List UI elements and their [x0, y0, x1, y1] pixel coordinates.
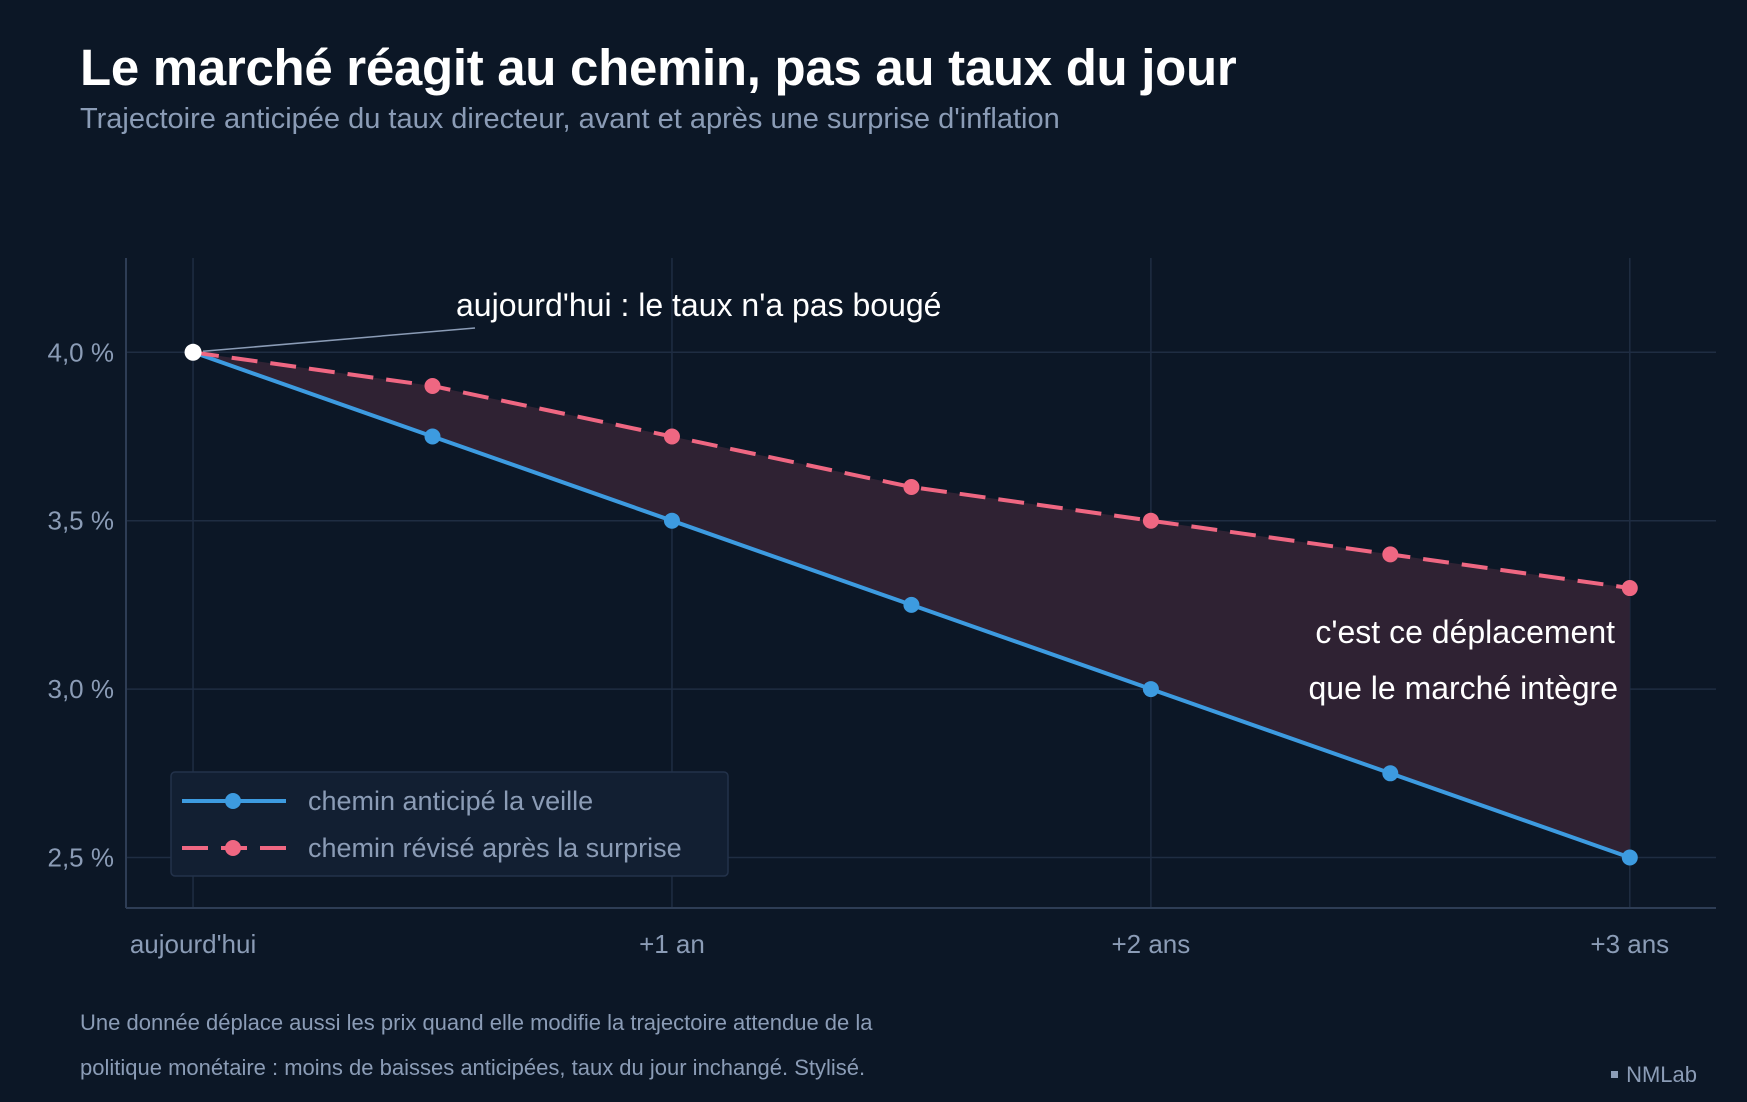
- footnote-line-1: Une donnée déplace aussi les prix quand …: [80, 1010, 873, 1035]
- annotation-today: aujourd'hui : le taux n'a pas bougé: [456, 287, 941, 323]
- legend-items: chemin anticipé la veille chemin révisé a…: [182, 786, 682, 863]
- legend-marker-1: [225, 840, 241, 856]
- annotation-shift-line1: c'est ce déplacement: [1315, 614, 1615, 650]
- series-1-point: [903, 479, 920, 496]
- series-1-point: [1142, 512, 1159, 529]
- y-tick-label: 3,5 %: [48, 506, 115, 536]
- footnote: Une donnée déplace aussi les prix quand …: [80, 1000, 1080, 1090]
- y-tick-label: 4,0 %: [48, 337, 115, 367]
- x-tick-label: +2 ans: [1111, 929, 1190, 959]
- legend-marker-0: [225, 793, 241, 809]
- series-1-point: [663, 428, 680, 445]
- brand-text: NMLab: [1626, 1062, 1697, 1087]
- series-0-point: [1142, 681, 1159, 698]
- annotations: aujourd'hui : le taux n'a pas bougé c'es…: [202, 287, 1618, 706]
- x-tick-label: +1 an: [639, 929, 705, 959]
- series-0-point: [663, 512, 680, 529]
- brand-label: NMLab: [1611, 1062, 1697, 1088]
- series-1-point: [1621, 580, 1638, 597]
- series-1-point: [1382, 546, 1399, 563]
- annotation-shift-line2: que le marché intègre: [1308, 670, 1618, 706]
- footnote-line-2: politique monétaire : moins de baisses a…: [80, 1055, 866, 1080]
- y-tick-label: 2,5 %: [48, 842, 115, 872]
- legend-box: [170, 771, 729, 877]
- y-tick-label: 3,0 %: [48, 674, 115, 704]
- series-0-point: [903, 596, 920, 613]
- legend-label-0: chemin anticipé la veille: [308, 786, 593, 816]
- chart-subtitle: Trajectoire anticipée du taux directeur,…: [80, 103, 1060, 135]
- series-0-point: [424, 428, 441, 445]
- series-0-point: [1382, 765, 1399, 782]
- series-0-point: [1621, 849, 1638, 866]
- series-1-point: [424, 377, 441, 394]
- annotation-leader-line: [202, 327, 476, 353]
- x-tick-label: +3 ans: [1590, 929, 1669, 959]
- axes: 2,5 % 3,0 % 3,5 % 4,0 % aujourd'hui +1 an +2 a…: [48, 258, 1716, 959]
- series: [184, 343, 1638, 866]
- chart-title: Le marché réagit au chemin, pas au taux …: [80, 39, 1237, 96]
- brand-square-icon: [1611, 1070, 1619, 1078]
- start-point: [184, 343, 202, 361]
- x-tick-label: aujourd'hui: [130, 929, 256, 959]
- legend-label-1: chemin révisé après la surprise: [308, 833, 682, 863]
- legend: chemin anticipé la veille chemin révisé a…: [170, 771, 729, 877]
